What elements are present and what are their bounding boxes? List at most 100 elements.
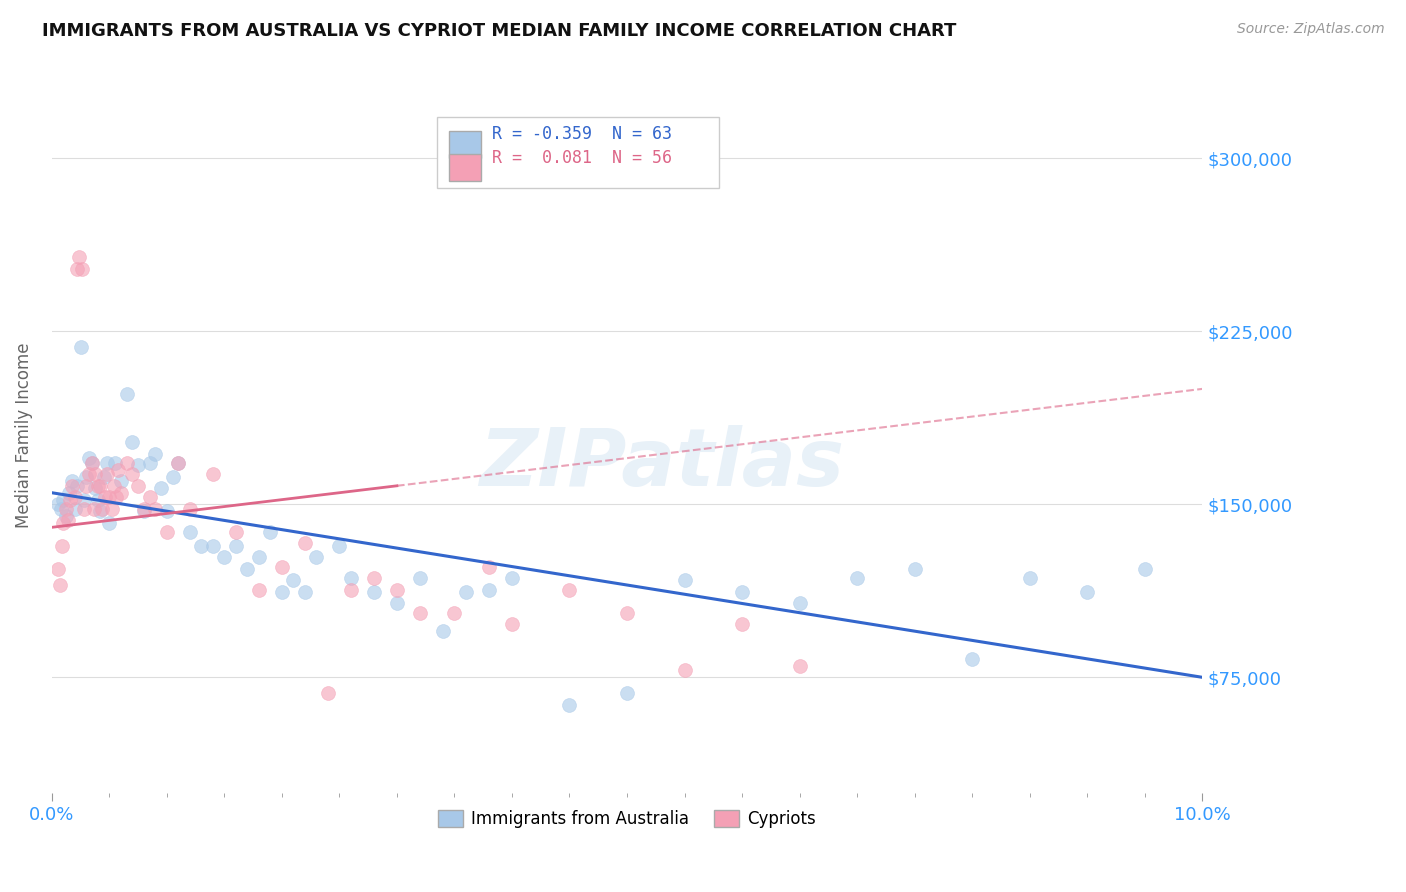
Point	[316, 686, 339, 700]
Point	[110, 474, 132, 488]
Point	[214, 550, 236, 565]
Point	[558, 582, 581, 597]
Text: R = -0.359  N = 63: R = -0.359 N = 63	[492, 126, 672, 144]
Point	[104, 456, 127, 470]
Point	[127, 479, 149, 493]
Text: IMMIGRANTS FROM AUSTRALIA VS CYPRIOT MEDIAN FAMILY INCOME CORRELATION CHART: IMMIGRANTS FROM AUSTRALIA VS CYPRIOT MED…	[42, 22, 956, 40]
Point	[616, 686, 638, 700]
Point	[385, 597, 408, 611]
Point	[52, 516, 75, 530]
Point	[127, 458, 149, 472]
Point	[340, 571, 363, 585]
Point	[77, 467, 100, 482]
Point	[478, 582, 501, 597]
Text: ZIPatlas: ZIPatlas	[479, 425, 844, 503]
Point	[960, 652, 983, 666]
Point	[110, 485, 132, 500]
Point	[305, 550, 328, 565]
Point	[236, 562, 259, 576]
Point	[46, 497, 69, 511]
FancyBboxPatch shape	[449, 154, 481, 181]
Point	[63, 501, 86, 516]
Point	[162, 469, 184, 483]
Point	[179, 501, 201, 516]
Point	[121, 467, 143, 482]
Point	[105, 491, 128, 505]
Point	[259, 524, 281, 539]
Point	[1133, 562, 1156, 576]
Point	[201, 539, 224, 553]
Point	[67, 251, 90, 265]
Point	[115, 386, 138, 401]
Point	[46, 562, 69, 576]
Point	[87, 492, 110, 507]
Point	[409, 571, 432, 585]
Point	[558, 698, 581, 712]
Point	[673, 664, 696, 678]
Point	[138, 491, 160, 505]
Point	[731, 585, 754, 599]
Point	[83, 501, 105, 516]
Point	[98, 516, 121, 530]
Point	[93, 491, 115, 505]
Point	[80, 456, 103, 470]
Point	[49, 501, 72, 516]
Point	[132, 501, 155, 516]
Point	[84, 481, 107, 495]
Point	[58, 485, 80, 500]
Point	[385, 582, 408, 597]
Point	[132, 504, 155, 518]
Point	[156, 504, 179, 518]
Point	[156, 524, 179, 539]
Point	[98, 491, 121, 505]
Point	[63, 491, 86, 505]
FancyBboxPatch shape	[449, 131, 481, 158]
Point	[270, 559, 292, 574]
Point	[115, 456, 138, 470]
Point	[51, 539, 73, 553]
Point	[62, 479, 84, 493]
Point	[1076, 585, 1098, 599]
Point	[846, 571, 869, 585]
Point	[294, 585, 316, 599]
Point	[363, 571, 385, 585]
Legend: Immigrants from Australia, Cypriots: Immigrants from Australia, Cypriots	[432, 803, 823, 834]
Point	[340, 582, 363, 597]
Point	[432, 624, 454, 639]
Point	[731, 617, 754, 632]
Text: R =  0.081  N = 56: R = 0.081 N = 56	[492, 149, 672, 167]
Point	[93, 469, 115, 483]
Point	[89, 479, 111, 493]
Point	[150, 481, 173, 495]
Point	[66, 479, 89, 493]
Point	[121, 434, 143, 449]
Point	[283, 574, 305, 588]
Point	[201, 467, 224, 482]
Point	[409, 606, 432, 620]
Point	[903, 562, 925, 576]
Point	[52, 492, 75, 507]
Point	[673, 574, 696, 588]
Point	[96, 467, 118, 482]
Point	[501, 617, 523, 632]
Point	[789, 658, 811, 673]
FancyBboxPatch shape	[437, 117, 718, 188]
Point	[225, 539, 247, 553]
Point	[225, 524, 247, 539]
Point	[190, 539, 212, 553]
Point	[328, 539, 350, 553]
Point	[100, 501, 122, 516]
Point	[56, 513, 79, 527]
Point	[84, 467, 107, 482]
Point	[247, 550, 270, 565]
Point	[478, 559, 501, 574]
Point	[96, 456, 118, 470]
Point	[270, 585, 292, 599]
Point	[59, 492, 82, 507]
Point	[179, 524, 201, 539]
Point	[69, 340, 91, 354]
Point	[138, 456, 160, 470]
Point	[789, 597, 811, 611]
Point	[73, 501, 96, 516]
Point	[103, 479, 125, 493]
